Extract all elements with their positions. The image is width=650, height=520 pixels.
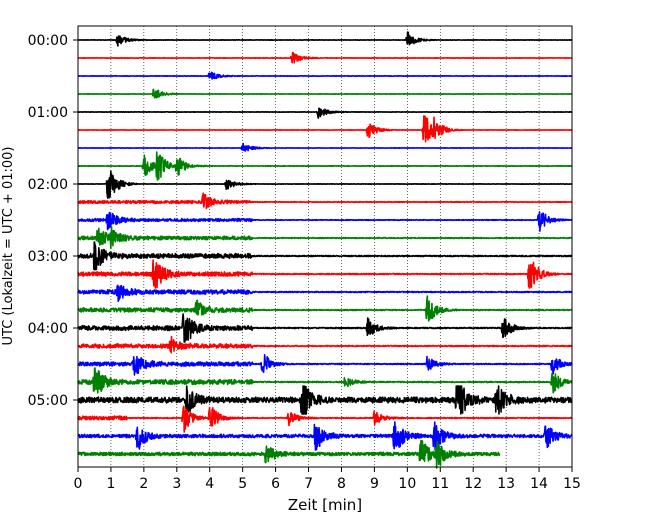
- x-tick-label-12: 12: [464, 476, 482, 492]
- trace-0045: [77, 88, 573, 99]
- trace-0530: [77, 421, 573, 451]
- trace-0315: [77, 259, 573, 289]
- trace-0015: [77, 51, 573, 64]
- trace-0215: [77, 192, 573, 210]
- x-tick-label-14: 14: [530, 476, 548, 492]
- x-tick-label-11: 11: [431, 476, 449, 492]
- trace-0130: [77, 142, 573, 152]
- x-tick-label-1: 1: [106, 476, 115, 492]
- y-axis-ticks: 00:00 01:00 02:00 03:00 04:00 05:00: [28, 33, 78, 409]
- trace-0100: [77, 107, 573, 119]
- plot-frame: [77, 25, 573, 468]
- x-tick-label-2: 2: [139, 476, 148, 492]
- x-tick-label-6: 6: [271, 476, 280, 492]
- x-axis-ticks: 0 1 2 3 4 5 6 7 8 9 10 11 12 13 14 15: [74, 467, 581, 492]
- trace-0330: [77, 284, 573, 303]
- x-tick-label-5: 5: [238, 476, 247, 492]
- trace-0430: [77, 354, 573, 376]
- x-tick-label-3: 3: [172, 476, 181, 492]
- trace-0030: [77, 71, 573, 80]
- y-tick-label-0000: 00:00: [28, 33, 68, 49]
- x-tick-label-13: 13: [497, 476, 515, 492]
- trace-0000: [77, 31, 573, 47]
- trace-0500: [77, 385, 573, 415]
- trace-0400: [77, 313, 573, 343]
- y-tick-label-0400: 04:00: [28, 321, 68, 337]
- x-axis-label: Zeit [min]: [288, 496, 362, 514]
- y-tick-label-0300: 03:00: [28, 249, 68, 265]
- y-tick-label-0100: 01:00: [28, 105, 68, 121]
- x-tick-label-8: 8: [337, 476, 346, 492]
- trace-0230: [77, 211, 573, 232]
- y-tick-label-0500: 05:00: [28, 393, 68, 409]
- trace-0345: [77, 295, 573, 322]
- trace-0115: [77, 115, 573, 143]
- trace-0245: [77, 225, 573, 250]
- trace-0545: [77, 439, 501, 469]
- x-tick-label-10: 10: [398, 476, 416, 492]
- trace-0145: [77, 151, 573, 181]
- trace-0200: [77, 170, 573, 199]
- x-tick-label-15: 15: [563, 476, 581, 492]
- trace-0415: [77, 335, 573, 354]
- y-axis-label: UTC (Lokalzeit = UTC + 01:00): [1, 147, 16, 346]
- x-tick-label-7: 7: [304, 476, 313, 492]
- x-tick-label-0: 0: [74, 476, 83, 492]
- trace-0300: [77, 241, 573, 271]
- x-tick-label-9: 9: [370, 476, 379, 492]
- trace-0445: [77, 367, 573, 394]
- trace-group: [77, 31, 573, 469]
- trace-0515: [77, 405, 573, 433]
- x-tick-label-4: 4: [205, 476, 214, 492]
- y-tick-label-0200: 02:00: [28, 177, 68, 193]
